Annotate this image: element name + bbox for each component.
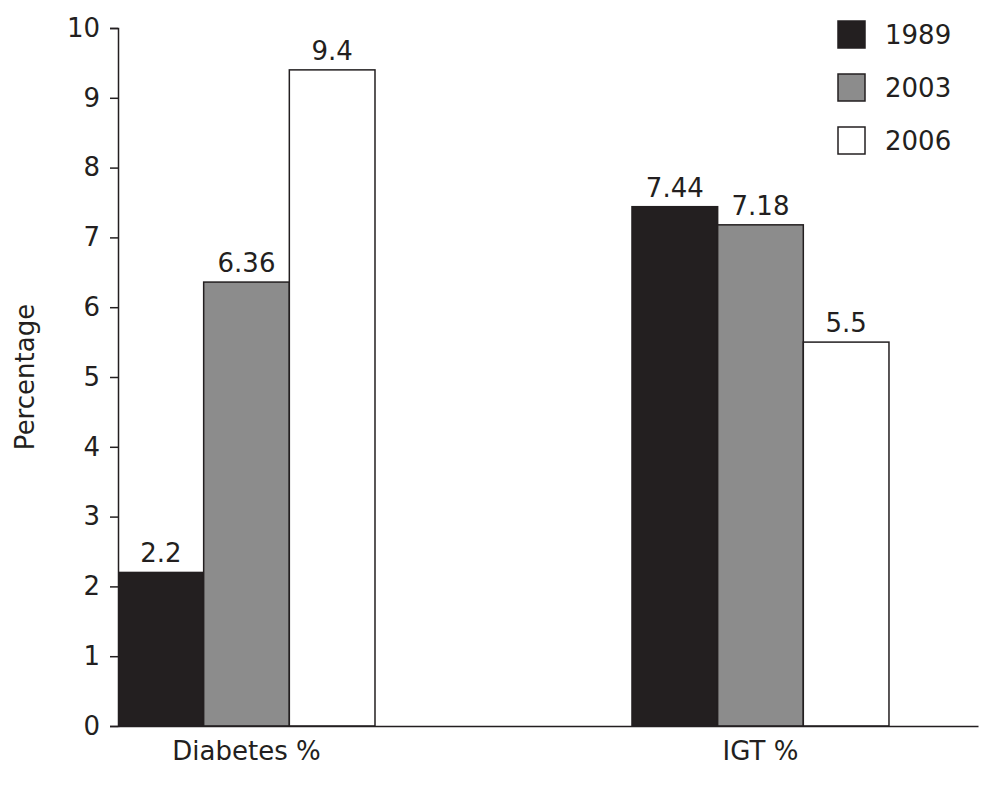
y-tick-mark bbox=[110, 167, 118, 169]
y-tick: 1 bbox=[83, 641, 118, 671]
y-tick: 4 bbox=[83, 432, 118, 462]
y-tick-label: 0 bbox=[83, 711, 100, 741]
bar bbox=[718, 225, 804, 726]
data-label: 6.36 bbox=[218, 248, 276, 278]
y-tick-mark bbox=[110, 28, 118, 30]
bars bbox=[118, 70, 889, 726]
y-axis-title: Percentage bbox=[10, 304, 40, 450]
y-tick-label: 3 bbox=[83, 501, 100, 531]
y-tick-mark bbox=[110, 307, 118, 309]
data-label: 7.44 bbox=[646, 173, 704, 203]
y-axis-line bbox=[110, 29, 119, 727]
x-tick: Diabetes % bbox=[172, 736, 320, 766]
data-label: 5.5 bbox=[825, 308, 866, 338]
y-tick: 3 bbox=[83, 501, 118, 531]
y-tick-mark bbox=[110, 447, 118, 449]
y-tick: 5 bbox=[83, 362, 118, 392]
y-tick-label: 4 bbox=[83, 432, 100, 462]
y-tick-label: 7 bbox=[83, 222, 100, 252]
legend-label: 1989 bbox=[885, 20, 951, 50]
bar bbox=[204, 282, 290, 726]
y-tick-label: 5 bbox=[83, 362, 100, 392]
y-tick-mark bbox=[110, 586, 118, 588]
x-tick: IGT % bbox=[723, 736, 799, 766]
y-tick-mark bbox=[110, 726, 118, 728]
bar bbox=[118, 572, 204, 726]
data-label: 7.18 bbox=[732, 191, 790, 221]
y-tick: 7 bbox=[83, 222, 118, 252]
y-axis: 0 1 2 3 4 5 6 7 8 9 10 bbox=[67, 13, 119, 741]
x-tick-label: Diabetes % bbox=[172, 736, 320, 766]
y-tick: 0 bbox=[83, 711, 118, 741]
x-tick-label: IGT % bbox=[723, 736, 799, 766]
data-labels: 2.2 7.44 6.36 7.18 9.4 5.5 bbox=[140, 36, 867, 569]
y-tick: 9 bbox=[83, 83, 118, 113]
x-axis-line bbox=[119, 726, 979, 728]
chart: 2.2 7.44 6.36 7.18 9.4 5.5 0 1 2 3 4 5 6 7 8 9 10 Diabete… bbox=[0, 0, 1000, 788]
y-tick-label: 2 bbox=[83, 571, 100, 601]
y-tick-label: 6 bbox=[83, 292, 100, 322]
bar bbox=[803, 342, 889, 726]
legend: 1989 2003 2006 bbox=[838, 20, 951, 156]
bar bbox=[289, 70, 375, 726]
y-tick: 2 bbox=[83, 571, 118, 601]
x-axis: Diabetes % IGT % bbox=[119, 727, 979, 767]
bar bbox=[632, 207, 718, 726]
data-label: 9.4 bbox=[311, 36, 352, 66]
y-tick: 6 bbox=[83, 292, 118, 322]
legend-label: 2003 bbox=[885, 73, 951, 103]
y-tick-mark bbox=[110, 98, 118, 100]
legend-swatch bbox=[838, 21, 865, 48]
y-tick-label: 10 bbox=[67, 13, 100, 43]
data-label: 2.2 bbox=[140, 538, 181, 568]
y-tick-label: 9 bbox=[83, 83, 100, 113]
legend-label: 2006 bbox=[885, 126, 951, 156]
y-tick-mark bbox=[110, 656, 118, 658]
y-tick-label: 8 bbox=[83, 152, 100, 182]
legend-swatch bbox=[838, 127, 865, 154]
y-tick-mark bbox=[110, 516, 118, 518]
y-tick-mark bbox=[110, 377, 118, 379]
y-tick: 8 bbox=[83, 152, 118, 182]
y-tick-mark bbox=[110, 237, 118, 239]
y-tick: 10 bbox=[67, 13, 118, 43]
legend-swatch bbox=[838, 74, 865, 101]
y-tick-label: 1 bbox=[83, 641, 100, 671]
